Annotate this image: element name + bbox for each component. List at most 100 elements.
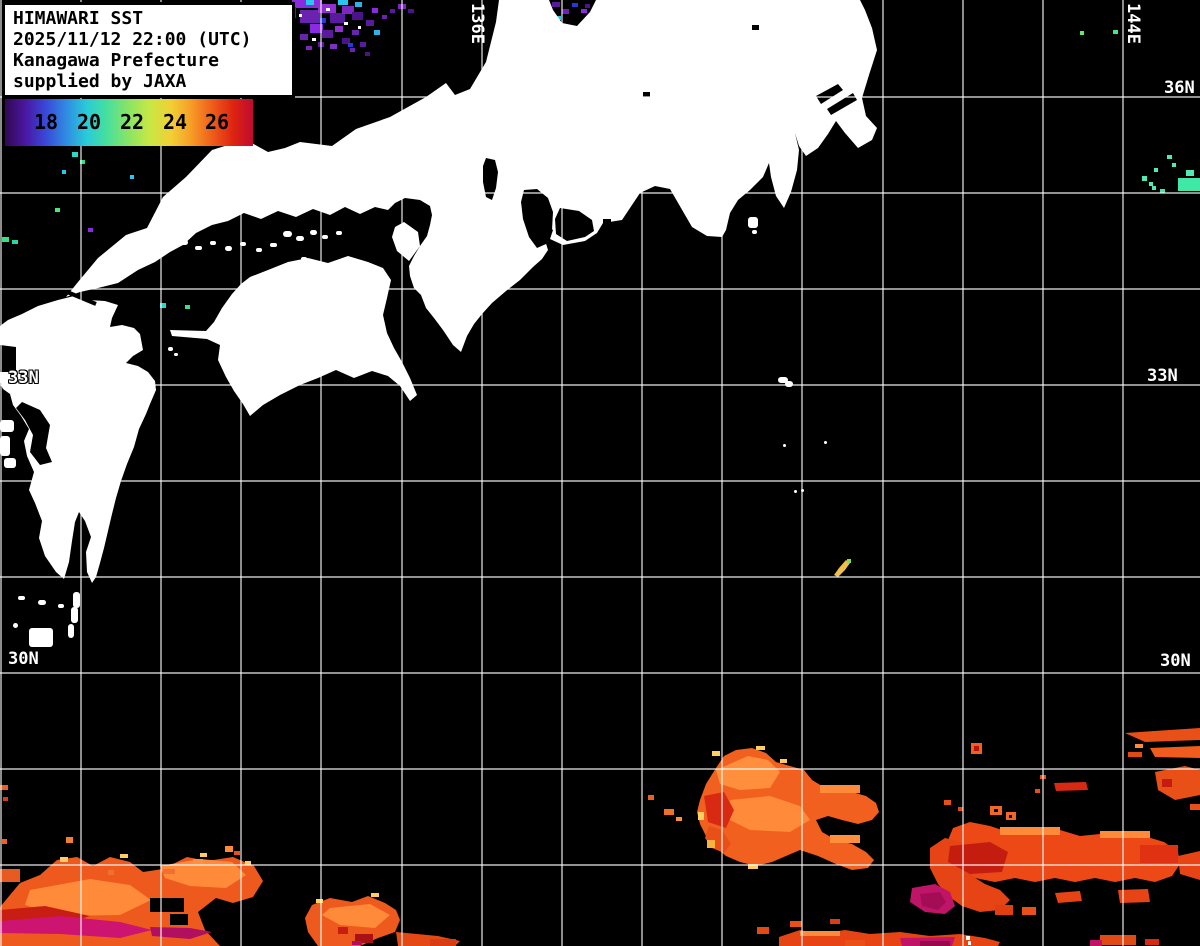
sst-cold-pixel — [1160, 189, 1165, 193]
sst-warm-pixel — [676, 817, 682, 821]
sst-cold-pixel — [344, 22, 348, 25]
sst-warm-pixel — [790, 921, 802, 927]
title-box: HIMAWARI SST 2025/11/12 22:00 (UTC) Kana… — [2, 2, 295, 98]
landmass-awaji-island — [392, 222, 420, 261]
sst-warm-pixel — [234, 851, 240, 855]
tokyo-bay-b — [827, 93, 857, 115]
sst-warm-patch — [1150, 746, 1200, 758]
sst-warm-patch — [322, 904, 390, 928]
sst-warm-pixel — [225, 846, 233, 852]
sst-cold-pixel — [366, 20, 374, 26]
sst-warm-pixel — [60, 857, 68, 862]
sst-warm-patch — [1118, 889, 1150, 903]
sst-warm-patch — [25, 879, 151, 916]
sst-cold-pixel — [585, 4, 590, 8]
island — [0, 420, 14, 432]
sst-cold-pixel — [1149, 182, 1153, 186]
island — [783, 444, 786, 447]
sst-cold-pixel — [2, 237, 9, 242]
sst-cold-pixel — [1186, 170, 1194, 176]
lake-hamana — [603, 219, 611, 227]
sst-warm-pixel — [757, 927, 769, 934]
sst-cold-pixel — [365, 52, 370, 56]
island — [210, 241, 216, 245]
sst-cold-pixel — [320, 18, 326, 23]
sst-cold-pixel — [342, 38, 350, 44]
sst-cold-pixel — [360, 42, 366, 47]
sst-warm-pixel — [170, 914, 188, 925]
sst-warm-pixel — [974, 746, 979, 751]
island — [230, 150, 240, 156]
sst-cold-pixel — [352, 12, 363, 20]
sst-cold-pixel — [330, 13, 345, 23]
sst-warm-pixel — [1145, 939, 1159, 945]
sst-warm-pixel — [920, 941, 950, 946]
island — [174, 353, 178, 356]
sst-warm-pixel — [958, 807, 963, 811]
sst-warm-pixel — [994, 809, 998, 812]
sst-cold-pixel — [355, 2, 362, 7]
sst-cold-pixel — [88, 228, 93, 232]
island — [316, 261, 321, 265]
sst-cold-pixel — [1154, 168, 1158, 172]
sst-warm-patch — [1055, 891, 1082, 903]
island — [0, 436, 10, 456]
sst-warm-pixel — [944, 800, 951, 805]
sst-warm-pixel — [0, 869, 20, 882]
sst-warm-pixel — [845, 940, 865, 946]
sst-warm-pixel — [648, 795, 654, 800]
sst-warm-pixel — [1035, 789, 1040, 793]
island — [195, 246, 202, 250]
island — [13, 623, 18, 628]
sst-warm-pixel — [3, 797, 8, 801]
sst-warm-pixel — [756, 746, 765, 750]
small-islands-layer — [0, 150, 827, 647]
island — [748, 217, 758, 228]
sst-cold-pixel — [300, 10, 320, 23]
sst-cold-pixel — [374, 30, 380, 35]
kanmon-strait — [59, 287, 97, 306]
island — [155, 252, 161, 256]
sst-cold-pixel — [350, 48, 355, 52]
sst-cold-pixel — [1152, 186, 1156, 190]
sst-warm-pixel — [1140, 845, 1178, 863]
island — [270, 243, 277, 247]
sst-warm-patch — [920, 892, 946, 910]
grid-label-33n: 33N — [8, 368, 39, 388]
sst-warm-pixel — [0, 785, 8, 790]
sst-warm-pixel — [707, 840, 715, 848]
grid-label-30n: 30N — [8, 649, 39, 669]
sst-cold-pixel — [12, 240, 18, 244]
sst-cold-pixel — [581, 9, 587, 13]
sst-warm-pixel — [830, 919, 840, 924]
island — [322, 235, 328, 239]
sst-cold-pixel — [306, 0, 314, 5]
ise-bay — [521, 189, 553, 248]
sst-cold-pixel — [72, 152, 78, 157]
sst-cold-pixel — [185, 305, 190, 309]
island — [18, 596, 25, 600]
sst-warm-pixel — [163, 869, 175, 874]
sst-cold-pixel — [1167, 155, 1172, 159]
sst-warm-pixel — [1090, 940, 1102, 946]
sst-cold-pixel — [300, 34, 308, 40]
sst-cold-pixel — [312, 38, 316, 41]
island — [824, 441, 827, 444]
sst-warm-patch — [150, 927, 212, 939]
grid-label-36n: 36N — [1164, 78, 1195, 98]
island — [71, 607, 78, 623]
sst-warm-pixel — [316, 899, 323, 903]
title-line-source: supplied by JAXA — [13, 71, 187, 92]
island — [794, 490, 797, 493]
sst-warm-pixel — [108, 870, 114, 875]
sst-warm-patch — [1125, 728, 1200, 742]
sst-cold-pixel — [552, 2, 560, 7]
sst-warm-pixel — [338, 927, 348, 934]
lake-biwa — [483, 158, 498, 200]
sst-cold-pixel — [160, 303, 166, 308]
sst-warm-pixel — [712, 751, 720, 756]
island — [68, 624, 74, 638]
sst-warm-patch — [1054, 782, 1088, 791]
sst-cold-pixel — [335, 26, 343, 32]
